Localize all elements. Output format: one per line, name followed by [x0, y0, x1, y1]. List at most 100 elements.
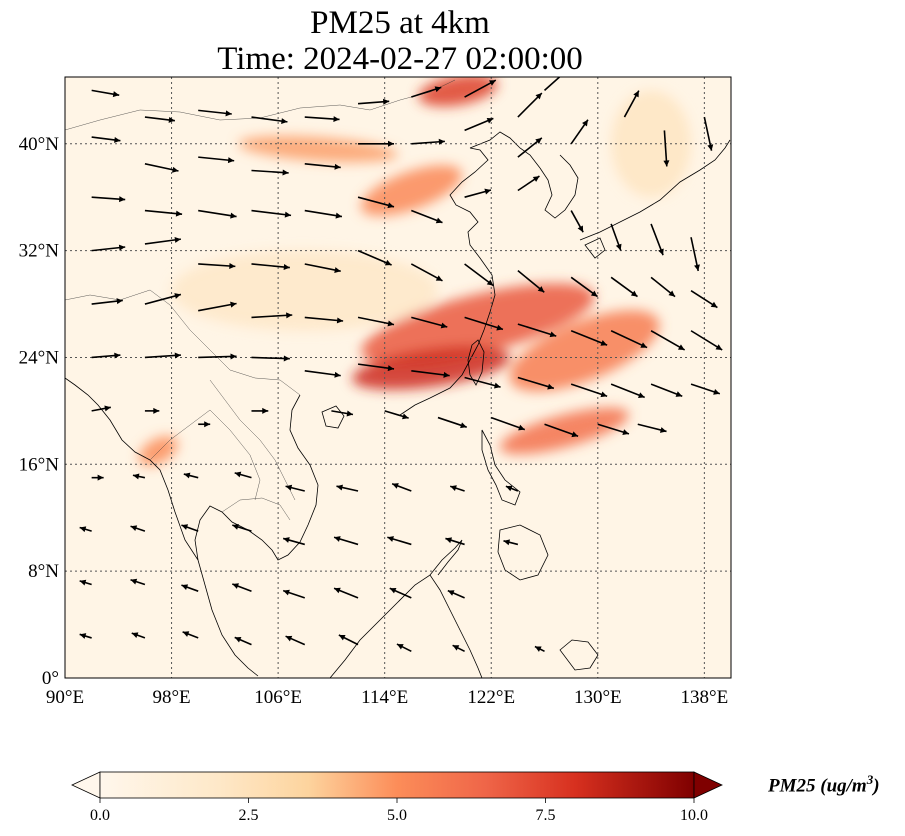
colorbar-ticks: 0.0 2.5 5.0 7.5 10.0: [90, 798, 708, 824]
coastlines: [65, 131, 731, 678]
wind-vector: [333, 536, 359, 546]
wind-vector: [517, 323, 557, 338]
wind-vector: [445, 537, 465, 546]
lat-tick-label: 32°N: [19, 241, 60, 262]
wind-vector: [304, 209, 343, 219]
wind-vector: [570, 119, 589, 145]
wind-vector: [690, 237, 700, 272]
wind-vector: [144, 163, 179, 173]
wind-vector: [570, 276, 599, 298]
lat-tick-label: 8°N: [28, 561, 59, 582]
wind-vector: [304, 116, 340, 123]
wind-vector: [144, 352, 181, 359]
country-borders: [65, 79, 456, 521]
wind-vector: [251, 209, 292, 218]
wind-vector: [79, 579, 92, 586]
border-cambodia: [221, 497, 291, 521]
wind-vector: [198, 209, 237, 219]
pm25-plume-5: [418, 77, 498, 107]
pm25-plume-9: [171, 250, 438, 331]
wind-vector: [91, 405, 111, 412]
wind-vector: [570, 330, 608, 346]
coastline-palawan: [429, 539, 463, 576]
wind-vector: [91, 136, 121, 143]
wind-vector: [357, 363, 395, 372]
wind-vector: [91, 298, 123, 305]
wind-vector: [232, 583, 252, 592]
wind-vector: [144, 407, 160, 414]
wind-vector: [650, 276, 676, 298]
wind-vector: [285, 635, 306, 646]
map-frame: [64, 76, 732, 679]
wind-vectors: [79, 77, 723, 653]
coastline-korea: [539, 154, 579, 219]
wind-vector: [650, 383, 683, 397]
wind-vector: [637, 423, 667, 433]
wind-vector: [336, 484, 359, 492]
lat-tick-label: 24°N: [19, 347, 60, 368]
wind-vector: [304, 316, 344, 324]
latitude-tick-labels: 0° 8°N 16°N 24°N 32°N 40°N: [19, 134, 60, 689]
wind-vector: [357, 249, 392, 266]
wind-vector: [331, 410, 354, 417]
map-plot-area: [65, 77, 731, 678]
wind-vector: [198, 263, 236, 269]
wind-vector: [623, 90, 640, 118]
wind-vector: [570, 383, 608, 398]
coastline-sulawesi: [559, 639, 599, 671]
wind-vector: [130, 525, 146, 532]
wind-vector: [447, 589, 465, 599]
wind-vector: [690, 383, 721, 395]
wind-vector: [517, 270, 545, 293]
wind-vector: [181, 584, 199, 592]
wind-vector: [144, 236, 181, 245]
lat-tick-label: 0°: [42, 668, 59, 689]
wind-vector: [517, 137, 543, 158]
wind-vector: [464, 79, 497, 98]
wind-vector: [464, 263, 494, 287]
wind-vector: [132, 473, 146, 480]
wind-vector: [91, 474, 104, 481]
lon-tick-label: 98°E: [152, 687, 190, 708]
wind-vector: [91, 196, 126, 203]
lon-tick-label: 106°E: [254, 687, 302, 708]
wind-vector: [234, 636, 252, 646]
wind-vector: [198, 353, 237, 360]
border-china-mongolia: [65, 79, 456, 131]
coastline-kyushu: [584, 237, 606, 259]
wind-vector: [144, 209, 183, 217]
pm25-plume-0: [361, 283, 595, 365]
wind-vector: [144, 116, 175, 123]
wind-vector: [234, 471, 252, 479]
coastline-bohai: [469, 131, 541, 169]
colorbar-tick-label: 0.0: [90, 807, 110, 824]
wind-vector: [333, 587, 359, 599]
wind-vector: [503, 539, 519, 546]
border-thailand-laos: [149, 409, 261, 501]
border-china-south: [65, 289, 301, 396]
wind-vector: [79, 633, 92, 639]
colorbar-tick-label: 2.5: [239, 807, 259, 824]
wind-vector: [251, 312, 293, 319]
wind-vector: [703, 116, 714, 151]
wind-vector: [389, 587, 412, 599]
wind-vector: [304, 370, 341, 378]
wind-vector: [357, 316, 395, 327]
colorbar: 0.0 2.5 5.0 7.5 10.0: [71, 771, 723, 824]
wind-vector: [411, 86, 442, 98]
lon-tick-label: 122°E: [467, 687, 515, 708]
wind-vector: [464, 316, 504, 331]
wind-vector: [251, 169, 289, 176]
wind-vector: [251, 407, 269, 414]
wind-vector: [610, 223, 622, 251]
lon-tick-label: 130°E: [574, 687, 622, 708]
map-title-time: Time: 2024-02-27 02:00:00: [217, 41, 583, 77]
colorbar-title-superscript: 3: [866, 772, 874, 787]
wind-vector: [610, 276, 638, 298]
coastline-myanmar: [65, 377, 199, 561]
wind-vector: [690, 290, 718, 309]
wind-vector: [131, 632, 146, 639]
wind-vector: [452, 644, 465, 653]
wind-vector: [130, 578, 146, 586]
